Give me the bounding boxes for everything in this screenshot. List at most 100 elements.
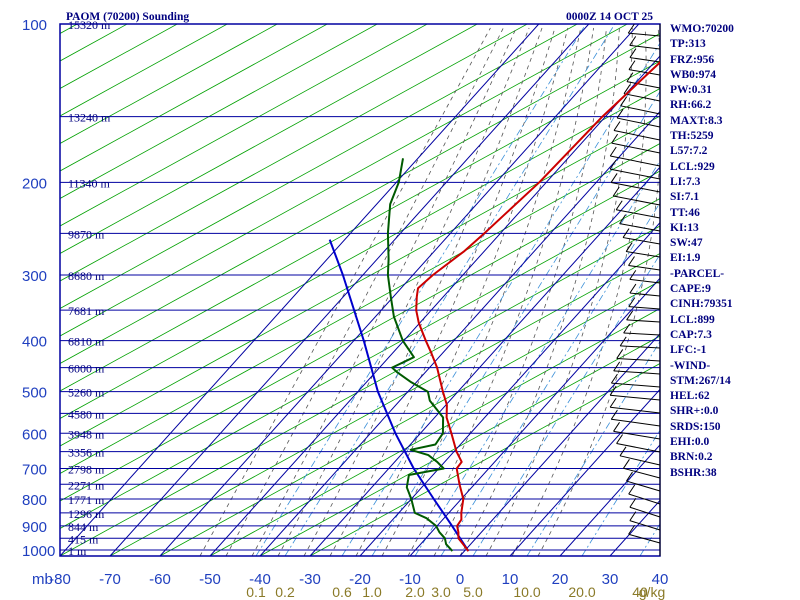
mixing-ratio-line (255, 24, 587, 556)
pressure-tick-label: 400 (22, 334, 47, 351)
isotherm-line (309, 166, 660, 556)
isotherm-lines (60, 24, 660, 556)
dry-adiabat-line (60, 33, 660, 364)
dry-adiabat-line (309, 363, 660, 556)
index-line: CAPE:9 (670, 283, 711, 296)
height-label: 1771 m (68, 493, 105, 507)
isotherm-line (209, 55, 660, 556)
wind-barb (609, 168, 661, 180)
height-label: 11340 m (68, 176, 111, 190)
index-line: TT:46 (670, 206, 700, 219)
index-line: L57:7.2 (670, 145, 708, 158)
dry-adiabat-line (60, 225, 660, 556)
moist-adiabat-line (485, 27, 633, 556)
height-label: 6000 m (68, 362, 105, 376)
station-title: PAOM (70200) Sounding (66, 11, 189, 23)
wind-barb-flag (629, 497, 637, 508)
temperature-tick-label: -70 (99, 571, 121, 588)
height-label: 5260 m (68, 386, 105, 400)
temperature-tick-label: -20 (349, 571, 371, 588)
dry-adiabat-line (60, 24, 579, 309)
height-label: 1296 m (68, 507, 105, 521)
wind-barb (610, 406, 661, 414)
index-line: WMO:70200 (670, 23, 734, 35)
isotherm-line (409, 277, 660, 556)
index-line: TH:5259 (670, 130, 714, 143)
mixing-ratio-tick-label: 5.0 (463, 584, 483, 600)
wind-barb-flag (619, 446, 627, 457)
dewpoint-trace (386, 158, 454, 552)
moist-adiabat-line (225, 27, 504, 556)
temperature-trace (415, 61, 660, 552)
pressure-tick-label: 700 (22, 462, 47, 479)
mixing-ratio-tick-label: 20.0 (568, 584, 595, 600)
wind-barb (613, 370, 661, 375)
wind-barb-flag (628, 256, 635, 266)
pressure-unit-label: mb (32, 571, 53, 588)
height-label: 6810 m (68, 335, 105, 349)
wind-barbs (609, 23, 661, 556)
temperature-tick-label: -50 (199, 571, 221, 588)
pressure-tick-label: 500 (22, 385, 47, 402)
dry-adiabat-line (159, 280, 660, 556)
pressure-tick-label: 900 (22, 519, 47, 536)
wind-barb-flag (609, 159, 617, 170)
index-line: FRZ:956 (670, 53, 715, 66)
dry-adiabat-line (60, 115, 660, 447)
wind-barb (626, 251, 661, 258)
moist-adiabat-line (511, 27, 647, 556)
height-label: 415 m (68, 532, 99, 546)
height-label: 4580 m (68, 407, 105, 421)
wind-barb-flag (628, 297, 636, 307)
dry-adiabat-line (60, 24, 379, 199)
temperature-tick-label: -30 (299, 571, 321, 588)
wind-barb-flag (626, 72, 634, 82)
index-line: -WIND- (670, 359, 711, 372)
index-line: SRDS:150 (670, 420, 721, 433)
wind-barb (616, 209, 661, 219)
moist-adiabat-line (303, 27, 543, 556)
wind-barb (626, 319, 661, 323)
mixing-ratio-line (341, 42, 660, 556)
temperature-tick-label: 30 (602, 571, 619, 588)
moist-adiabat-line (277, 27, 530, 556)
wind-barb-flag (626, 471, 633, 482)
wind-barb (623, 93, 661, 102)
temperature-tick-label: -10 (399, 571, 421, 588)
isotherm-line (559, 444, 660, 556)
wind-barb (613, 195, 661, 206)
isotherm-line (109, 24, 590, 556)
temperature-tick-label: 0 (456, 571, 464, 588)
mixing-ratio-tick-label: 0.2 (275, 584, 295, 600)
index-line: BSHR:38 (670, 466, 717, 479)
isotherm-line (159, 24, 640, 556)
moist-adiabat-line (329, 27, 556, 556)
pressure-tick-label: 200 (22, 175, 47, 192)
wind-barb-flag (625, 242, 633, 252)
index-line: LCL:929 (670, 160, 715, 173)
mixing-ratio-tick-label: 3.0 (431, 584, 451, 600)
height-label: 9870 m (68, 227, 105, 241)
wind-barb (628, 533, 661, 544)
wind-barb-flag (623, 84, 631, 94)
wind-barb-flag (629, 283, 637, 294)
wind-barb (611, 382, 661, 388)
wind-barb-flag (610, 409, 618, 420)
wind-barb (623, 332, 661, 336)
wind-barb (628, 264, 661, 271)
wind-barb (629, 292, 661, 297)
wind-barb-flag (628, 60, 636, 70)
index-line: PW:0.31 (670, 84, 712, 97)
dry-adiabat-line (60, 24, 279, 144)
wind-barb (620, 105, 661, 115)
height-label: 7681 m (68, 304, 105, 318)
mixing-ratio-tick-label: 10.0 (513, 584, 540, 600)
dry-adiabat-line (60, 24, 479, 254)
height-label: 2798 m (68, 463, 105, 477)
wind-barb (628, 32, 661, 37)
wind-barb (626, 480, 661, 492)
moist-adiabat-line (537, 27, 660, 556)
index-line: SI:7.1 (670, 191, 700, 204)
wind-barb-flag (619, 214, 627, 224)
